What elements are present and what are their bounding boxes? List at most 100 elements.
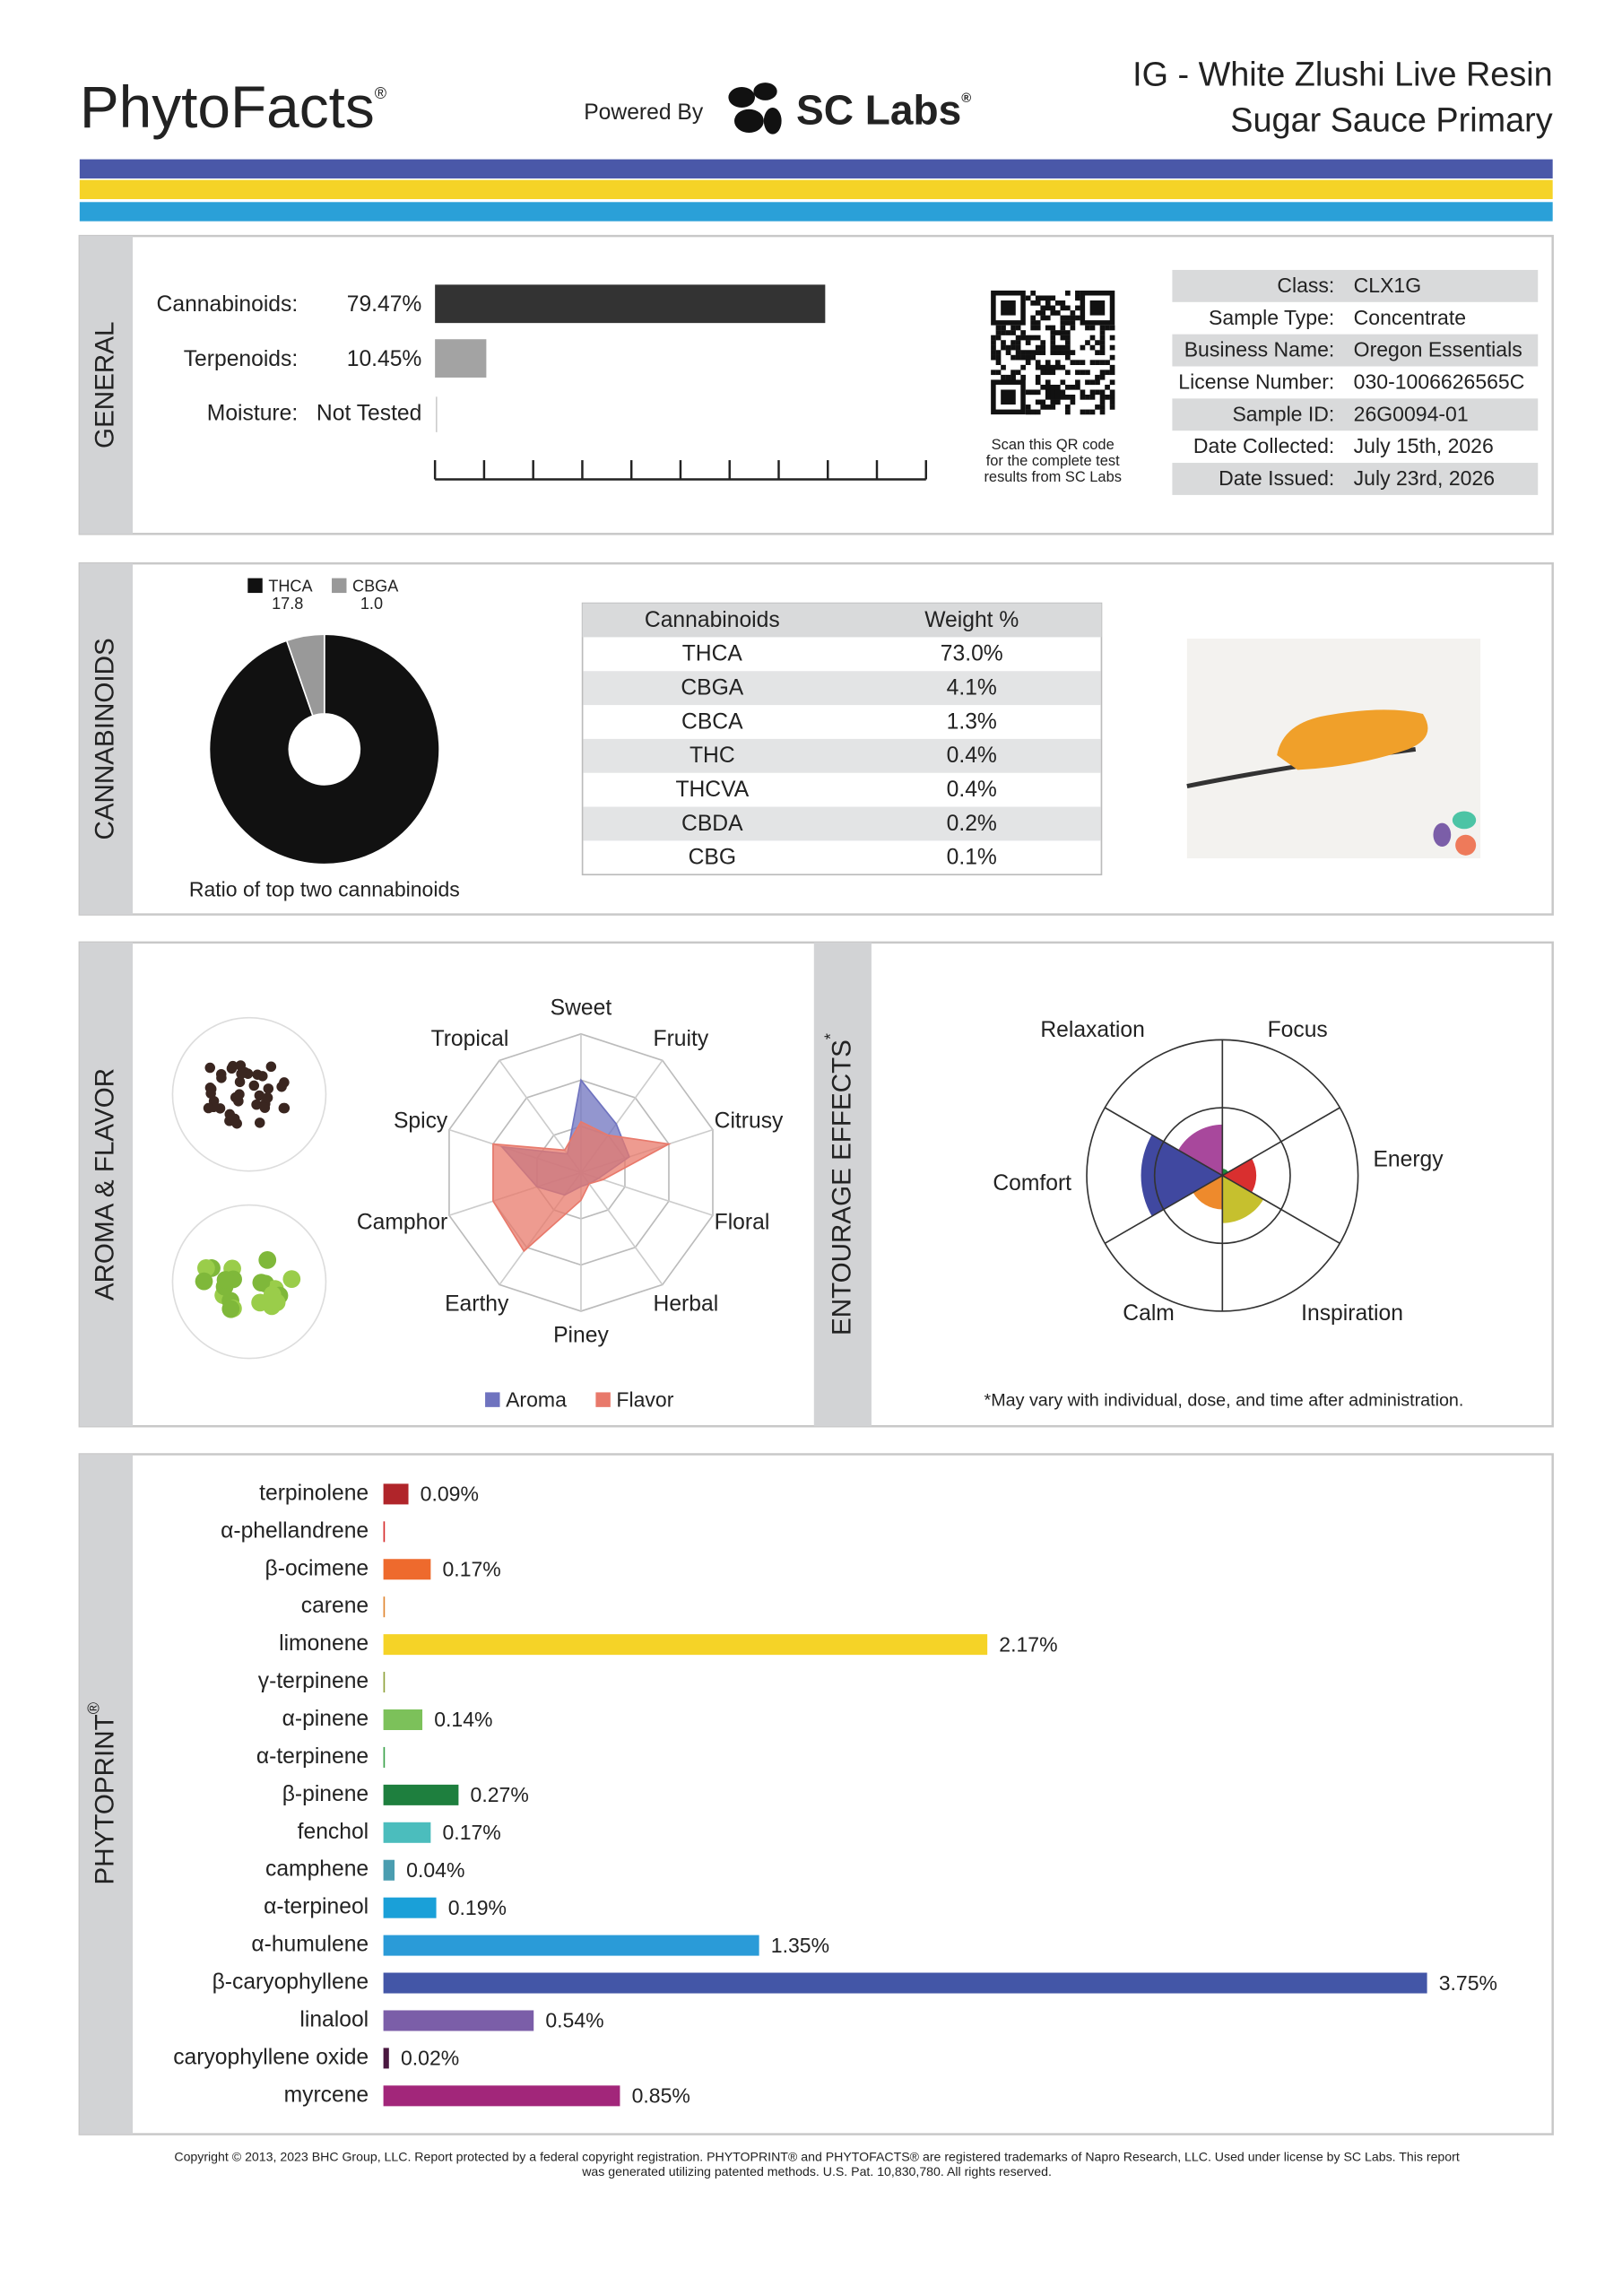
rose-spoke: [1104, 1107, 1223, 1177]
terpene-value: 0.04%: [406, 1858, 464, 1882]
hop-cone: [216, 1271, 235, 1289]
qr-module: [1020, 350, 1026, 355]
qr-module: [1001, 364, 1006, 370]
qr-module: [1060, 379, 1066, 386]
terpene-bar: [383, 1822, 431, 1843]
qr-module: [1065, 330, 1071, 335]
qr-module: [1045, 300, 1051, 306]
section-label-band: [79, 236, 134, 535]
table-cell: CBDA: [681, 812, 743, 836]
qr-module: [1054, 384, 1061, 390]
qr-module: [1054, 399, 1061, 405]
hop-cone: [258, 1251, 277, 1269]
qr-module: [1035, 320, 1041, 326]
photo-logo-blob: [1433, 822, 1452, 847]
qr-module: [1045, 379, 1051, 386]
qr-module: [1040, 364, 1046, 370]
qr-module: [1109, 389, 1115, 396]
qr-module: [1065, 350, 1071, 355]
qr-module: [1015, 370, 1021, 376]
pie-legend-swatch: [332, 578, 347, 594]
terpene-name: terpinolene: [259, 1481, 369, 1505]
qr-finder-core: [1089, 300, 1106, 316]
qr-module: [1040, 310, 1046, 316]
qr-module: [1010, 354, 1016, 361]
ingredient-image: [171, 1204, 327, 1360]
qr-module: [1050, 404, 1056, 410]
qr-module: [1095, 379, 1100, 386]
terpene-name: linalool: [299, 2007, 369, 2031]
qr-module: [1075, 295, 1080, 301]
table-header: Cannabinoids: [645, 608, 780, 632]
terpene-value: 0.27%: [471, 1783, 529, 1806]
table-row-shade: [583, 806, 1101, 841]
qr-module: [1045, 384, 1051, 390]
qr-module: [1040, 305, 1046, 311]
radar-axis-label: Fruity: [654, 1027, 709, 1051]
section-title: AROMA & FLAVOR: [90, 1068, 119, 1300]
qr-module: [1020, 330, 1026, 335]
qr-module: [1040, 384, 1046, 390]
qr-module: [1085, 379, 1090, 386]
rose-spoke: [1104, 1174, 1223, 1245]
details-label: Date Issued:: [1219, 466, 1334, 490]
qr-module: [995, 370, 1002, 376]
qr-module: [1050, 395, 1056, 400]
qr-module: [1099, 404, 1106, 410]
details-row-shade: [1172, 398, 1539, 431]
qr-module: [1035, 295, 1041, 301]
terpene-name: fenchol: [298, 1820, 369, 1844]
pepper-corn: [231, 1118, 242, 1129]
hop-cone: [197, 1259, 215, 1277]
qr-module: [1040, 399, 1046, 405]
terpene-name: α-terpineol: [264, 1895, 369, 1919]
qr-module: [1065, 409, 1071, 415]
qr-module: [1085, 409, 1090, 415]
qr-module: [1025, 360, 1031, 366]
qr-module: [1099, 325, 1106, 331]
qr-module: [991, 354, 996, 361]
qr-module: [1050, 344, 1056, 351]
terpene-bar: [383, 1483, 409, 1505]
qr-module: [1035, 374, 1041, 380]
qr-module: [1070, 399, 1076, 405]
qr-finder-core: [1001, 300, 1016, 316]
rose-label: Energy: [1373, 1148, 1444, 1172]
qr-module: [1025, 350, 1031, 355]
rose-label: Comfort: [993, 1171, 1071, 1196]
pepper-corn: [248, 1080, 260, 1091]
qr-module: [1085, 370, 1090, 376]
qr-module: [1105, 384, 1110, 390]
qr-module: [1095, 340, 1100, 345]
qr-module: [1089, 409, 1096, 415]
hop-cone: [221, 1300, 240, 1318]
qr-module: [1015, 344, 1021, 351]
details-value: 030-1006626565C: [1354, 370, 1525, 393]
radar-area: [492, 1120, 672, 1253]
qr-module: [1070, 384, 1076, 390]
qr-module: [1001, 330, 1006, 335]
terpene-bar: [383, 1634, 988, 1656]
terpene-bar: [383, 1746, 386, 1768]
pepper-corn: [234, 1089, 245, 1100]
terpene-value: 1.35%: [771, 1934, 829, 1957]
qr-module: [1035, 300, 1041, 306]
rose-sector: [1193, 1175, 1223, 1210]
qr-module: [1095, 404, 1100, 410]
qr-module: [995, 354, 1002, 361]
potency-label: Terpenoids:: [184, 347, 298, 371]
qr-module: [1095, 389, 1100, 396]
lab-logo-blob: [728, 87, 756, 109]
qr-module: [1070, 325, 1076, 331]
terpene-value: 0.19%: [448, 1896, 507, 1919]
rose-spoke: [1221, 1174, 1340, 1245]
qr-module: [1080, 360, 1086, 366]
qr-module: [1065, 354, 1071, 361]
lab-name: SC Labs: [796, 87, 961, 134]
qr-module: [1089, 360, 1096, 366]
qr-module: [1109, 325, 1115, 331]
qr-module: [1085, 325, 1090, 331]
qr-module: [1075, 384, 1080, 390]
qr-module: [1105, 395, 1110, 400]
brand: PhytoFacts®: [80, 74, 387, 140]
